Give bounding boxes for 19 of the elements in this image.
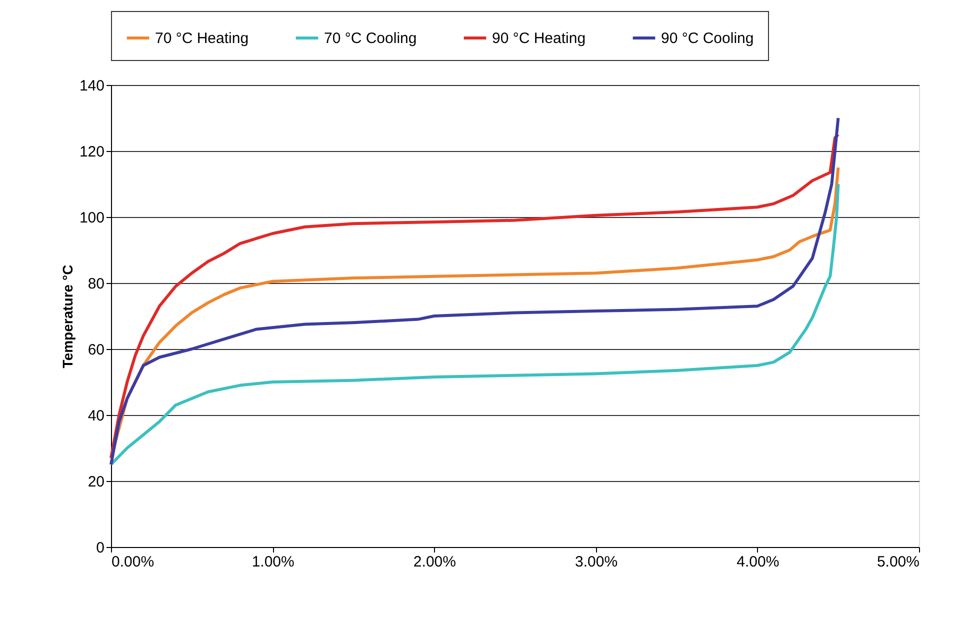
y-tick-label: 140 — [79, 78, 104, 94]
y-tick-label: 40 — [88, 408, 104, 424]
legend-label: 90 °C Cooling — [661, 30, 754, 47]
x-tick-label: 0.00% — [112, 554, 154, 570]
y-axis-title: Temperature °C — [59, 264, 76, 368]
x-tick-label: 3.00% — [575, 554, 618, 570]
x-tick-label: 4.00% — [736, 554, 780, 570]
x-tick-label: 1.00% — [252, 554, 294, 570]
y-tick-label: 80 — [88, 276, 104, 292]
legend-label: 70 °C Heating — [155, 30, 249, 47]
y-tick-label: 120 — [79, 144, 104, 160]
legend-label: 90 °C Heating — [492, 30, 586, 47]
legend-label: 70 °C Cooling — [324, 30, 417, 47]
x-tick-label: 5.00% — [876, 554, 920, 570]
y-tick-label: 100 — [79, 210, 104, 226]
x-tick-label: 2.00% — [413, 554, 456, 570]
y-tick-label: 60 — [88, 342, 104, 358]
y-tick-label: 20 — [88, 474, 104, 490]
y-tick-label: 0 — [96, 540, 104, 556]
